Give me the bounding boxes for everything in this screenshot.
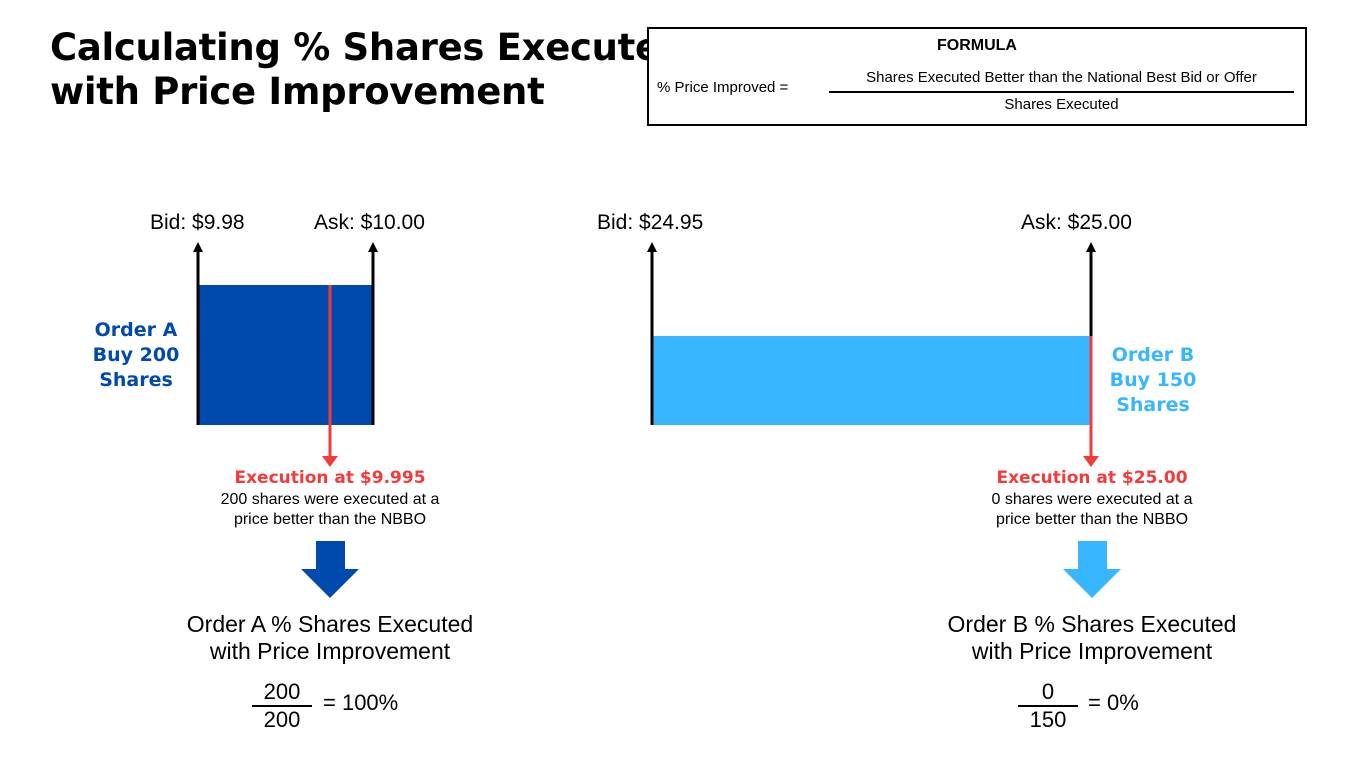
order-a-result-heading-line-2: with Price Improvement	[209, 638, 451, 664]
order-a-bid-arrowhead	[193, 242, 203, 252]
order-a-ask-arrowhead	[368, 242, 378, 252]
formula-box: FORMULA % Price Improved = Shares Execut…	[647, 27, 1307, 126]
title-line-2: with Price Improvement	[50, 70, 545, 113]
order-b-label: Order B Buy 150 Shares	[1093, 343, 1213, 418]
order-b-ask-arrowhead	[1086, 242, 1096, 252]
order-b-execution-desc: 0 shares were executed at a price better…	[942, 490, 1242, 530]
order-a-label-line-1: Order A	[94, 319, 178, 341]
order-b-execution-desc-line-1: 0 shares were executed at a	[991, 491, 1193, 508]
order-a-execution-title: Execution at $9.995	[234, 468, 426, 488]
formula-fraction-bar	[829, 91, 1294, 93]
order-a-fraction-numerator: 200	[263, 679, 301, 704]
order-a-ask-label: Ask: $10.00	[314, 211, 425, 234]
order-b-bar	[652, 336, 1092, 425]
order-b-bid-arrowhead	[647, 242, 657, 252]
order-b-label-line-1: Order B	[1111, 344, 1195, 366]
order-b-result-heading-line-1: Order B % Shares Executed	[947, 611, 1237, 637]
order-a-bid-label: Bid: $9.98	[150, 211, 245, 234]
order-a-result-heading-line-1: Order A % Shares Executed	[186, 611, 474, 637]
order-a-execution-desc: 200 shares were executed at a price bett…	[180, 490, 480, 530]
order-b-result-heading-line-2: with Price Improvement	[971, 638, 1213, 664]
formula-heading: FORMULA	[937, 37, 1017, 54]
order-b-fraction-denominator: 150	[1029, 706, 1067, 732]
order-a-bar	[198, 285, 374, 425]
order-b-ask-label: Ask: $25.00	[1021, 211, 1132, 234]
order-b-bid-label: Bid: $24.95	[597, 211, 704, 234]
formula-lhs: % Price Improved =	[657, 79, 789, 96]
order-b-execution-arrowhead	[1083, 456, 1099, 467]
order-b-result-heading: Order B % Shares Executed with Price Imp…	[912, 611, 1272, 665]
title-line-1: Calculating % Shares Executed	[50, 26, 687, 69]
order-a-fraction-denominator: 200	[263, 706, 301, 732]
order-b-label-line-2: Buy 150	[1109, 369, 1197, 391]
order-a-label-line-2: Buy 200	[92, 344, 180, 366]
order-a-down-arrow-icon	[301, 541, 359, 598]
order-b-fraction-numerator: 0	[1041, 679, 1055, 704]
order-a-label-line-3: Shares	[99, 369, 173, 391]
order-b-result: = 0%	[1088, 690, 1139, 715]
order-a-execution-desc-line-1: 200 shares were executed at a	[220, 491, 440, 508]
order-a-fraction-bar	[252, 705, 312, 707]
page-title: Calculating % Shares Executed with Price…	[50, 26, 687, 114]
order-b-down-arrow-icon	[1063, 541, 1121, 598]
formula-numerator: Shares Executed Better than the National…	[866, 69, 1257, 86]
order-b-execution-title: Execution at $25.00	[996, 468, 1188, 488]
order-a-execution-arrowhead	[322, 456, 338, 467]
order-a-fraction: 200 200	[252, 680, 312, 732]
order-a-result: = 100%	[323, 690, 399, 715]
order-b-execution-desc-line-2: price better than the NBBO	[995, 511, 1189, 528]
order-a-execution-desc-line-2: price better than the NBBO	[233, 511, 427, 528]
formula-denominator: Shares Executed	[1004, 96, 1119, 113]
order-a-result-heading: Order A % Shares Executed with Price Imp…	[150, 611, 510, 665]
order-a-label: Order A Buy 200 Shares	[76, 318, 196, 393]
order-b-label-line-3: Shares	[1116, 394, 1190, 416]
order-b-fraction: 0 150	[1018, 680, 1078, 732]
order-b-fraction-bar	[1018, 705, 1078, 707]
